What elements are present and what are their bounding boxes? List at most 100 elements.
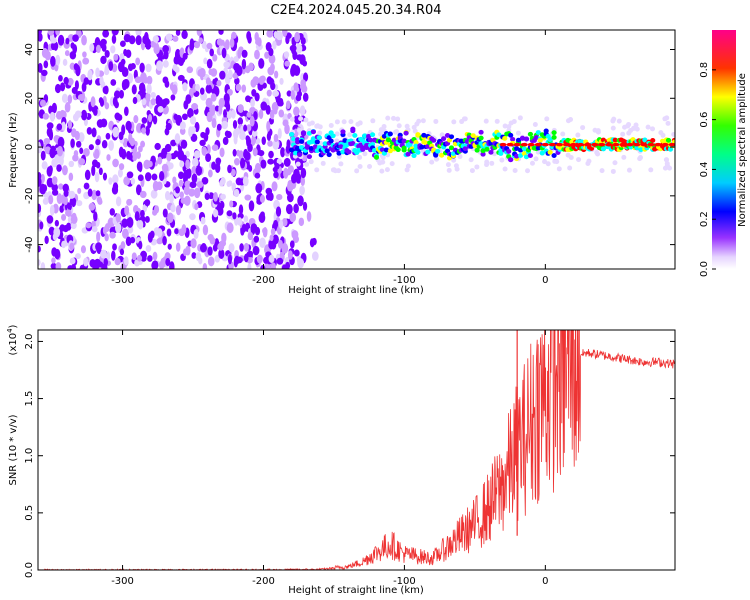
noise-cell: [244, 194, 252, 201]
noise-cell: [293, 203, 299, 214]
noise-cell: [179, 121, 186, 130]
noise-cell: [67, 202, 72, 211]
signal-cell: [600, 146, 607, 152]
halo-cell: [347, 132, 353, 138]
noise-cell: [131, 252, 137, 261]
noise-cell: [256, 254, 263, 264]
halo-cell: [556, 166, 562, 172]
noise-cell: [174, 133, 181, 144]
noise-cell: [118, 163, 125, 171]
noise-cell: [140, 140, 146, 148]
noise-cell: [207, 256, 215, 267]
noise-cell: [242, 176, 249, 187]
signal-cell: [464, 139, 470, 144]
noise-cell: [89, 43, 95, 53]
noise-cell: [54, 83, 62, 94]
noise-cell: [210, 93, 217, 102]
noise-cell: [178, 179, 184, 187]
noise-cell: [63, 76, 69, 85]
noise-cell: [180, 139, 188, 149]
noise-cell: [87, 188, 93, 197]
noise-cell: [254, 92, 260, 102]
noise-cell: [219, 179, 224, 187]
noise-cell: [38, 259, 41, 266]
noise-cell: [112, 158, 119, 168]
noise-cell: [112, 243, 117, 251]
noise-cell: [139, 190, 147, 199]
noise-cell: [135, 57, 141, 66]
noise-cell: [230, 168, 236, 177]
halo-cell: [429, 159, 435, 165]
signal-cell: [316, 135, 322, 141]
noise-cell: [99, 98, 105, 107]
halo-cell: [451, 119, 457, 125]
noise-cell: [145, 244, 152, 253]
noise-cell: [67, 77, 74, 86]
noise-cell: [278, 97, 284, 106]
noise-cell: [182, 154, 187, 161]
y-tick-label: -40: [24, 236, 35, 252]
signal-cell: [638, 147, 644, 153]
colorbar-ticks: 0.0 0.2 0.4 0.6 0.8: [699, 62, 716, 277]
noise-cell: [260, 159, 267, 169]
noise-cell: [101, 140, 108, 149]
noise-cell: [95, 242, 103, 252]
noise-cell: [152, 115, 158, 125]
noise-cell: [235, 83, 242, 92]
noise-cell: [208, 169, 213, 178]
signal-cell: [513, 153, 520, 159]
signal-cell: [444, 133, 451, 138]
noise-cell: [285, 144, 291, 154]
noise-cell: [67, 265, 74, 269]
noise-cell: [74, 110, 82, 118]
spectrogram-frame: [37, 29, 676, 270]
noise-cell: [300, 167, 307, 179]
noise-cell: [179, 191, 185, 199]
noise-cell: [172, 35, 179, 42]
noise-cell: [164, 190, 171, 201]
halo-cell: [355, 121, 361, 127]
noise-cell: [123, 33, 131, 43]
signal-cell: [340, 149, 346, 155]
signal-cell: [551, 130, 557, 136]
noise-cell: [289, 212, 297, 223]
signal-cell: [413, 143, 419, 149]
noise-cell: [255, 183, 263, 194]
noise-cell: [38, 203, 42, 213]
noise-cell: [213, 192, 218, 202]
halo-cell: [620, 131, 626, 137]
noise-cell: [248, 62, 254, 71]
noise-cell: [38, 32, 43, 42]
noise-cell: [226, 210, 233, 217]
signal-cell: [342, 138, 348, 143]
noise-cell: [286, 192, 294, 203]
halo-cell: [468, 157, 474, 163]
halo-cell: [367, 164, 373, 170]
halo-cell: [309, 120, 315, 126]
halo-cell: [469, 168, 475, 174]
halo-cell: [576, 157, 582, 163]
noise-cell: [258, 149, 265, 157]
signal-cell: [508, 157, 514, 163]
signal-peak-cell: [633, 142, 641, 147]
y-tick-label: 20: [24, 92, 35, 105]
halo-cell: [586, 158, 592, 164]
noise-cell: [91, 165, 96, 177]
noise-cell: [251, 129, 258, 137]
noise-cell: [199, 87, 205, 95]
noise-cell: [96, 196, 102, 204]
noise-cell: [135, 184, 142, 196]
noise-cell: [88, 144, 94, 151]
noise-cell: [221, 232, 227, 244]
noise-cell: [267, 77, 275, 85]
signal-cell: [367, 137, 374, 143]
halo-cell: [391, 115, 397, 121]
noise-cell: [75, 140, 82, 148]
noise-cell: [163, 50, 169, 60]
noise-cell: [175, 30, 181, 36]
noise-cell: [41, 47, 49, 59]
noise-cell: [130, 177, 136, 185]
noise-cell: [236, 217, 243, 226]
signal-peak-cell: [668, 142, 675, 147]
halo-cell: [357, 154, 363, 160]
